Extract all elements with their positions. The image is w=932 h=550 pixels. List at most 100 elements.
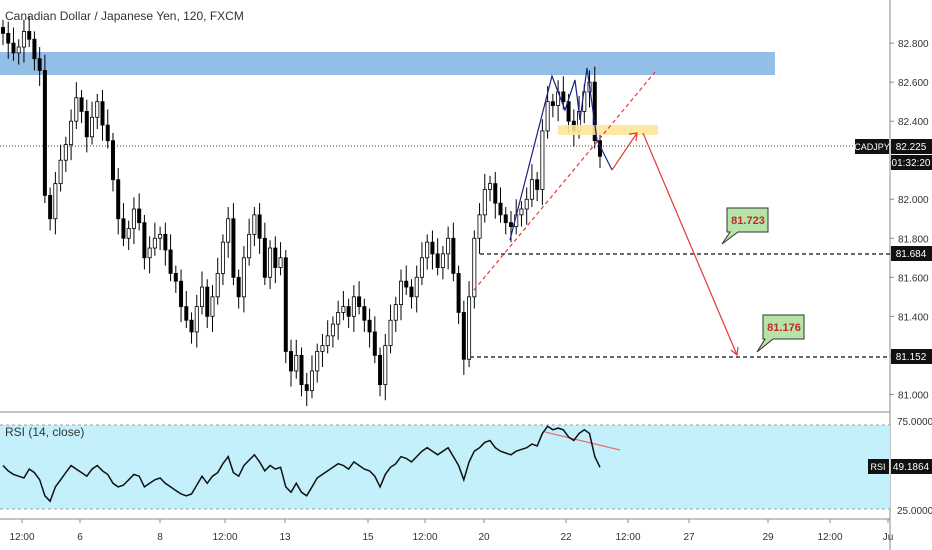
price-tick-label: 82.600 — [898, 78, 929, 89]
candle-body — [378, 354, 383, 386]
candle-body — [142, 222, 147, 259]
candle-body — [393, 304, 398, 321]
symbol-badge-text: CADJPY — [854, 142, 890, 152]
candle-body — [545, 101, 550, 132]
candle-body — [493, 183, 498, 204]
candle-body — [37, 58, 42, 71]
rsi-line — [2, 425, 601, 503]
time-tick-label: 13 — [279, 532, 291, 543]
candle-body — [268, 247, 273, 278]
candle-body — [409, 286, 414, 298]
time-axis[interactable]: 12:00 6 8 12:00 13 15 12:00 20 22 12:00 27 29 12:00 J… — [9, 519, 893, 543]
candle-body — [346, 306, 351, 317]
candle-body — [540, 130, 545, 190]
candle-body — [529, 179, 534, 200]
target-upper-text: 81.723 — [731, 215, 765, 227]
candles-layer — [0, 15, 603, 407]
rising-trendline[interactable] — [473, 71, 656, 291]
candle-body — [27, 31, 32, 40]
price-tick-label: 82.400 — [898, 117, 929, 128]
candle-body — [456, 272, 461, 313]
candle-body — [430, 241, 435, 255]
candle-body — [367, 319, 372, 333]
candle-body — [299, 354, 304, 386]
candle-body — [535, 179, 540, 190]
candle-body — [53, 183, 58, 220]
price-axis[interactable]: 82.80082.60082.40082.20082.00081.80081.6… — [890, 39, 929, 401]
candle-body — [121, 218, 126, 239]
candle-body — [95, 101, 100, 118]
candle-body — [11, 42, 16, 54]
candle-body — [163, 233, 168, 251]
candle-body — [566, 101, 571, 122]
rsi-value-text: 49.1864 — [893, 462, 930, 473]
candle-body — [231, 218, 236, 278]
level-lower-text: 81.152 — [896, 352, 927, 363]
candle-body — [289, 351, 294, 372]
candle-body — [357, 296, 362, 307]
projection-path[interactable] — [611, 132, 739, 357]
candle-body — [477, 214, 482, 239]
head-shoulders-pattern[interactable] — [509, 67, 613, 241]
candle-body — [294, 354, 299, 372]
candle-body — [74, 97, 79, 122]
candle-body — [184, 306, 189, 321]
candle-body — [304, 384, 309, 391]
target-label-upper[interactable]: 81.723 — [721, 207, 769, 245]
rsi-divergence-line[interactable] — [544, 431, 621, 451]
candle-body — [550, 101, 555, 106]
level-upper-badge: 81.684 — [891, 246, 932, 261]
candle-body — [325, 335, 330, 347]
price-tick-label: 81.600 — [898, 273, 929, 284]
candle-body — [488, 183, 493, 190]
rsi-band — [0, 425, 890, 509]
candle-body — [241, 257, 246, 298]
candle-body — [0, 27, 6, 34]
candle-body — [84, 111, 89, 138]
candle-body — [472, 237, 477, 298]
candle-body — [42, 70, 47, 196]
candle-body — [16, 46, 21, 54]
candle-body — [179, 280, 184, 307]
candle-body — [205, 286, 210, 317]
rsi-tick-label: 75.0000 — [897, 417, 932, 428]
candle-body — [414, 276, 419, 298]
candle-body — [315, 351, 320, 372]
rsi-tick-label: 25.0000 — [897, 506, 932, 517]
candle-body — [210, 296, 215, 317]
candle-body — [519, 208, 524, 216]
time-tick-label: 12:00 — [212, 532, 237, 543]
candle-body — [524, 198, 529, 210]
candle-body — [278, 257, 283, 268]
candle-body — [404, 280, 409, 288]
time-tick-label: 12:00 — [412, 532, 437, 543]
time-tick-label: 8 — [157, 532, 163, 543]
candle-body — [199, 286, 204, 307]
support-zone-small[interactable] — [558, 125, 658, 135]
last-price-text: 82.225 — [896, 142, 927, 153]
candle-body — [257, 214, 262, 239]
candle-body — [446, 237, 451, 255]
time-tick-label: Ju — [883, 532, 894, 543]
candle-body — [440, 253, 445, 268]
candle-body — [32, 38, 37, 60]
level-lower-badge: 81.152 — [891, 349, 932, 364]
candle-body — [336, 312, 341, 325]
candle-body — [137, 208, 142, 224]
candle-body — [48, 194, 53, 220]
candle-body — [503, 214, 508, 224]
candle-body — [58, 159, 63, 185]
candle-body — [435, 253, 440, 268]
resistance-zone[interactable] — [0, 52, 775, 75]
candle-body — [451, 237, 456, 274]
price-tick-label: 81.000 — [898, 390, 929, 401]
candle-body — [152, 237, 157, 249]
candle-body — [173, 272, 178, 282]
candle-body — [105, 124, 110, 142]
candle-body — [482, 189, 487, 216]
candle-body — [21, 31, 26, 48]
price-tick-label: 81.400 — [898, 312, 929, 323]
target-label-lower[interactable]: 81.176 — [756, 314, 805, 353]
